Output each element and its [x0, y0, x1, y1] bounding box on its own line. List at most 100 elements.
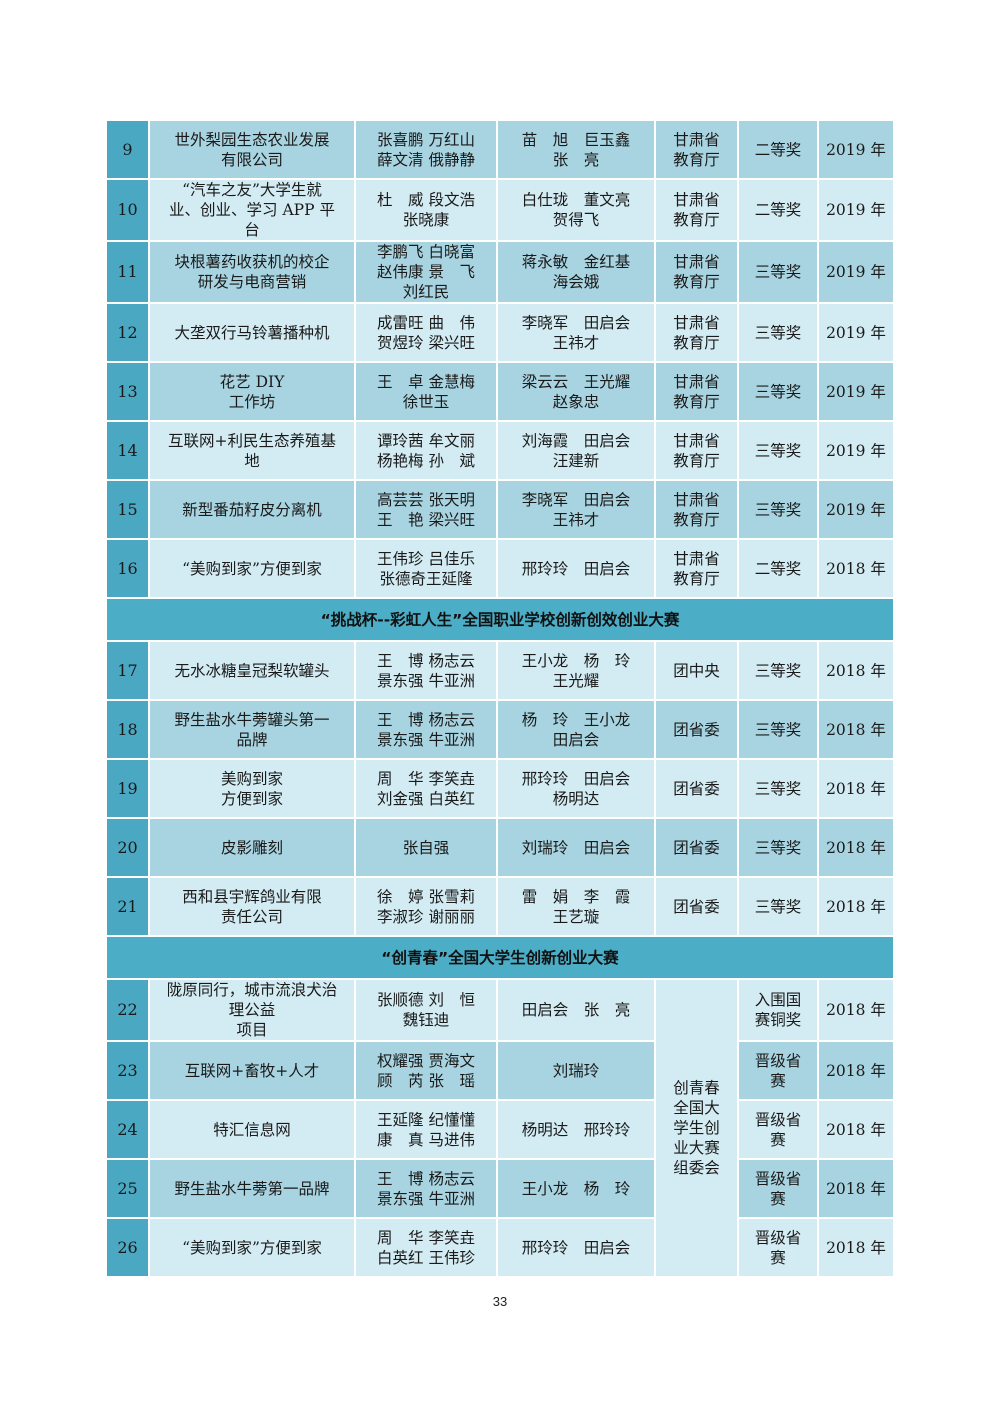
advisors-line: 王祎才 — [552, 333, 600, 352]
organizer: 甘肃省 教育厅 — [656, 180, 737, 240]
team-members-line: 王伟珍 吕佳乐 — [377, 549, 475, 568]
organizer: 甘肃省 教育厅 — [656, 481, 737, 538]
table-row: 24 特汇信息网 王延隆 纪懂懂康 真 马进伟 杨明达 邢玲玲 晋级省赛 2018 年 — [107, 1101, 893, 1158]
award-year: 2019 年 — [819, 121, 893, 178]
row-number: 19 — [107, 760, 148, 817]
team-members: 李鹏飞 白晓富 赵伟康 景 飞刘红民 — [356, 242, 496, 302]
advisors-line: 刘海霞 田启会 — [521, 431, 631, 450]
advisors: 王小龙 杨 玲 — [498, 1160, 654, 1217]
award-level-line: 赛铜奖 — [754, 1011, 802, 1029]
award-level: 三等奖 — [739, 701, 817, 758]
project-name: 陇原同行，城市流浪犬治 理公益 项目 — [150, 980, 354, 1040]
row-number: 18 — [107, 701, 148, 758]
award-level-line: 赛 — [770, 1189, 786, 1208]
award-level-line: 二等奖 — [754, 201, 802, 219]
advisors-line: 汪建新 — [552, 451, 600, 470]
award-level-line: 三等奖 — [754, 720, 802, 739]
organizer-line: 教育厅 — [673, 150, 720, 169]
project-name-line: “美购到家”方便到家 — [182, 559, 322, 578]
organizer-line: 教育厅 — [673, 392, 720, 411]
award-level-line: 三等奖 — [754, 838, 802, 857]
table-row: 20 皮影雕刻 张自强 刘瑞玲 田启会 团省委 三等奖 2018 年 — [107, 819, 893, 876]
award-level-line: 赛 — [770, 1248, 786, 1267]
organizer: 团中央 — [656, 642, 737, 699]
advisors-line: 苗 旭 巨玉鑫 — [521, 130, 631, 149]
project-name-line: 责任公司 — [220, 907, 283, 926]
project-name-line: 项目 — [236, 1021, 268, 1039]
table-row: 11 块根薯药收获机的校企 研发与电商营销 李鹏飞 白晓富 赵伟康 景 飞刘红民 蒋永敏 … — [107, 242, 893, 302]
table-row: 15 新型番茄籽皮分离机 高芸芸 张天明王 艳 梁兴旺 李晓军 田启会 王祎才 甘肃省 教育… — [107, 481, 893, 538]
organizer: 甘肃省 教育厅 — [656, 363, 737, 420]
project-name-line: 大垄双行马铃薯播种机 — [174, 323, 330, 342]
organizer-line: 甘肃省 — [673, 490, 720, 509]
team-members-line: 李鹏飞 白晓富 — [377, 243, 475, 261]
row-number: 16 — [107, 540, 148, 597]
advisors-line: 王小龙 杨 玲 — [521, 1179, 631, 1198]
award-level: 晋级省赛 — [739, 1160, 817, 1217]
organizer-line: 甘肃省 — [673, 130, 720, 149]
team-members-line: 张喜鹏 万红山 — [377, 130, 475, 149]
organizer-line: 全国大 — [673, 1099, 720, 1117]
award-year: 2019 年 — [819, 481, 893, 538]
award-level-line: 三等奖 — [754, 500, 802, 519]
award-year: 2018 年 — [819, 760, 893, 817]
project-name-line: 野生盐水牛蒡第一品牌 — [174, 1179, 330, 1198]
award-level-line: 二等奖 — [754, 559, 802, 578]
organizer-line: 团省委 — [673, 720, 720, 739]
team-members: 权耀强 贾海文顾 芮 张 瑶 — [356, 1042, 496, 1099]
project-name-line: 业、创业、学习 APP 平 — [169, 201, 335, 219]
team-members: 周 华 李笑垚 刘金强 白英红 — [356, 760, 496, 817]
table-row: 22 陇原同行，城市流浪犬治 理公益 项目 张顺德 刘 恒魏钰迪 田启会 张 亮创青春 全国… — [107, 980, 893, 1276]
team-members: 周 华 李笑垚 白英红 王伟珍 — [356, 1219, 496, 1276]
organizer-line: 创青春 — [673, 1079, 720, 1097]
team-members: 王 卓 金慧梅 徐世玉 — [356, 363, 496, 420]
team-members: 张喜鹏 万红山 薛文清 俄静静 — [356, 121, 496, 178]
organizer: 创青春 全国大 学生创 业大赛 组委会 — [656, 980, 737, 1276]
project-name: “美购到家”方便到家 — [150, 1219, 354, 1276]
team-members: 成雷旺 曲 伟贺煜玲 梁兴旺 — [356, 304, 496, 361]
project-name: 新型番茄籽皮分离机 — [150, 481, 354, 538]
table-row: 18 野生盐水牛蒡罐头第一 品牌王 博 杨志云 景东强 牛亚洲杨 玲 王小龙 田启会 团省… — [107, 701, 893, 758]
team-members-line: 成雷旺 曲 伟 — [377, 313, 475, 332]
project-name-line: 皮影雕刻 — [220, 838, 283, 857]
award-year: 2018 年 — [819, 642, 893, 699]
advisors-line: 王艺璇 — [552, 907, 600, 926]
row-number: 20 — [107, 819, 148, 876]
organizer-line: 业大赛 — [673, 1139, 720, 1157]
award-year: 2019 年 — [819, 363, 893, 420]
project-name: 大垄双行马铃薯播种机 — [150, 304, 354, 361]
team-members: 高芸芸 张天明王 艳 梁兴旺 — [356, 481, 496, 538]
advisors-line: 李晓军 田启会 — [521, 490, 631, 509]
advisors-line: 杨 玲 王小龙 — [521, 710, 631, 729]
row-number: 21 — [107, 878, 148, 935]
section-title: “创青春”全国大学生创新创业大赛 — [107, 937, 893, 978]
advisors-line: 李晓军 田启会 — [521, 313, 631, 332]
team-members-line: 王 艳 梁兴旺 — [377, 510, 475, 529]
award-level-line: 晋级省 — [754, 1051, 802, 1070]
advisors: 杨明达 邢玲玲 — [498, 1101, 654, 1158]
advisors: 田启会 张 亮 — [498, 980, 654, 1040]
section-title: “挑战杯--彩虹人生”全国职业学校创新创效创业大赛 — [107, 599, 893, 640]
team-members-line: 谭玲茜 牟文丽 — [377, 431, 475, 450]
award-level-line: 晋级省 — [754, 1110, 802, 1129]
award-level: 晋级省赛 — [739, 1042, 817, 1099]
team-members-line: 魏钰迪 — [402, 1011, 450, 1029]
page-number: 33 — [492, 1294, 508, 1309]
table-row: 23 互联网+畜牧+人才 权耀强 贾海文顾 芮 张 瑶刘瑞玲 晋级省赛 2018 年 — [107, 1042, 893, 1099]
award-year: 2018 年 — [819, 1219, 893, 1276]
project-name: 美购到家 方便到家 — [150, 760, 354, 817]
project-name-line: 有限公司 — [220, 150, 283, 169]
row-number: 24 — [107, 1101, 148, 1158]
team-members-line: 景东强 牛亚洲 — [377, 1189, 475, 1208]
project-name-line: 工作坊 — [228, 392, 276, 411]
organizer: 甘肃省 教育厅 — [656, 422, 737, 479]
table-row: 19 美购到家 方便到家周 华 李笑垚 刘金强 白英红 邢玲玲 田启会 杨明达 团省委 三等奖… — [107, 760, 893, 817]
award-level-line: 晋级省 — [754, 1228, 802, 1247]
organizer-line: 甘肃省 — [673, 372, 720, 391]
advisors: 雷 娟 李 霞王艺璇 — [498, 878, 654, 935]
advisors: 李晓军 田启会 王祎才 — [498, 304, 654, 361]
organizer-line: 教育厅 — [673, 333, 720, 352]
project-name-line: 方便到家 — [220, 789, 283, 808]
project-name: “美购到家”方便到家 — [150, 540, 354, 597]
team-members-line: 白英红 王伟珍 — [377, 1248, 475, 1267]
